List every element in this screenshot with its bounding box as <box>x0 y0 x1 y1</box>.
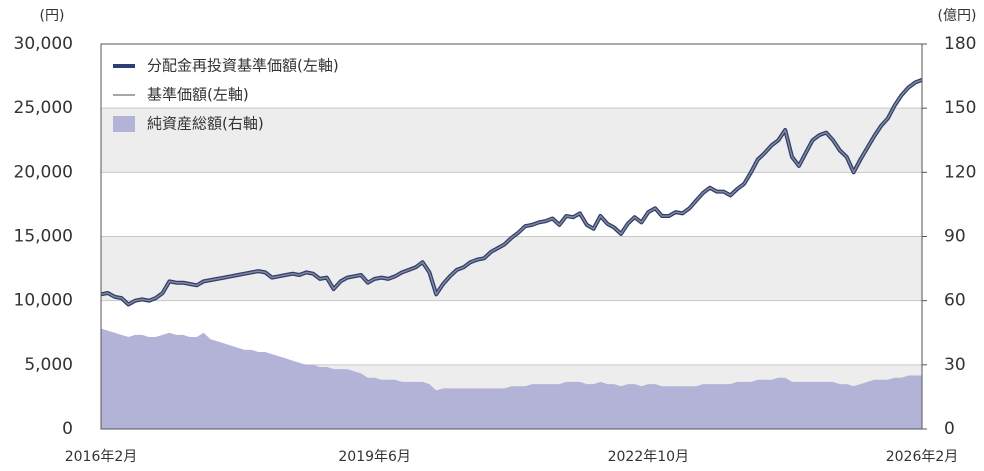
y2-tick-label: 180 <box>944 34 976 54</box>
y2-tick-label: 60 <box>944 291 966 311</box>
y-tick-label: 0 <box>62 419 73 439</box>
legend-swatch <box>113 116 135 132</box>
y2-tick-label: 150 <box>944 98 976 118</box>
x-tick-label: 2016年2月 <box>65 449 138 465</box>
y2-tick-label: 30 <box>944 355 966 375</box>
y2-tick-label: 120 <box>944 162 976 182</box>
y-tick-label: 20,000 <box>14 162 73 182</box>
x-tick-label: 2026年2月 <box>886 449 959 465</box>
y2-unit: (億円) <box>938 8 977 24</box>
x-tick-label: 2022年10月 <box>608 449 689 465</box>
y-unit: (円) <box>40 8 65 24</box>
legend-label: 分配金再投資基準価額(左軸) <box>147 57 339 75</box>
y2-tick-label: 90 <box>944 227 966 247</box>
legend-label: 基準価額(左軸) <box>147 86 249 104</box>
legend-label: 純資産総額(右軸) <box>147 115 264 133</box>
y-tick-label: 25,000 <box>14 98 73 118</box>
line <box>100 79 923 306</box>
grid-band <box>101 236 922 301</box>
y-tick-label: 5,000 <box>24 355 73 375</box>
plot-frame <box>100 43 923 430</box>
y-tick-label: 15,000 <box>14 227 73 247</box>
grid-band <box>101 108 922 173</box>
y2-tick-label: 0 <box>944 419 955 439</box>
area <box>101 328 922 429</box>
y-tick-label: 30,000 <box>14 34 73 54</box>
x-tick-label: 2019年6月 <box>338 449 411 465</box>
y-tick-label: 10,000 <box>14 291 73 311</box>
